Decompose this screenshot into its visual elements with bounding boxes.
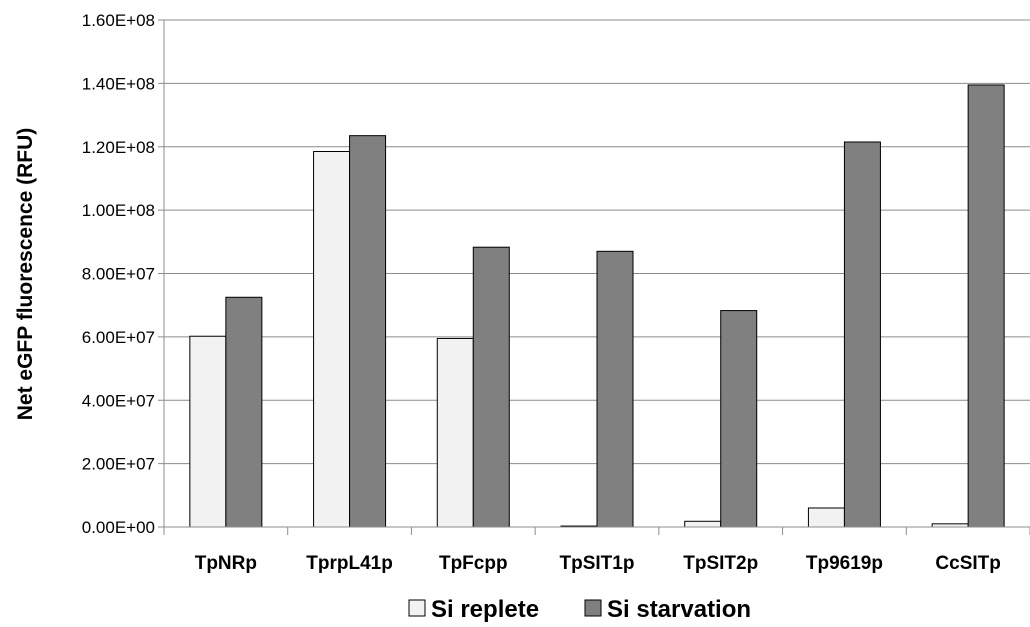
x-tick-label: Tp9619p [806,553,883,574]
x-tick-label: TpNRp [195,553,257,574]
bar-si-starvation [596,250,634,528]
axes [163,20,1030,535]
x-tick-label: TpSIT1p [560,553,635,574]
legend-swatch [584,599,602,617]
bar-si-replete [684,520,722,528]
x-tick-label: CcSITp [935,553,1000,574]
x-tick-label: TpFcpp [439,553,508,574]
y-tick-label: 1.40E+08 [82,74,155,93]
bar-si-starvation [225,296,263,528]
legend: Si replete Si starvation [408,596,751,623]
bar-si-starvation [967,84,1005,528]
y-tick-labels: 0.00E+00 2.00E+07 4.00E+07 6.00E+07 8.00E+07… [82,11,155,537]
x-tick-labels: TpNRp TprpL41p TpFcpp TpSIT1p TpSIT2p Tp9619p… [195,553,1001,574]
legend-label: Si starvation [607,596,751,623]
bar-si-replete [313,151,351,528]
x-tick-label: TprpL41p [306,553,393,574]
bar-si-replete [436,337,474,528]
y-tick-label: 0.00E+00 [82,518,155,537]
y-tick-label: 1.20E+08 [82,138,155,157]
bar-si-starvation [843,141,881,528]
bars [189,84,1005,528]
y-tick-label: 1.60E+08 [82,11,155,30]
bar-si-replete [189,335,227,528]
y-axis-title: Net eGFP fluorescence (RFU) [14,128,37,421]
gridlines [158,19,1030,535]
bar-si-starvation [720,310,758,528]
bar-si-starvation [349,135,387,528]
legend-swatch [408,599,426,617]
y-tick-label: 6.00E+07 [82,328,155,347]
legend-label: Si replete [431,596,539,623]
bar-si-replete [807,507,845,528]
x-tick-label: TpSIT2p [683,553,758,574]
bar-si-starvation [472,246,510,528]
y-tick-label: 4.00E+07 [82,391,155,410]
y-tick-label: 1.00E+08 [82,201,155,220]
y-tick-label: 2.00E+07 [82,455,155,474]
y-tick-label: 8.00E+07 [82,265,155,284]
